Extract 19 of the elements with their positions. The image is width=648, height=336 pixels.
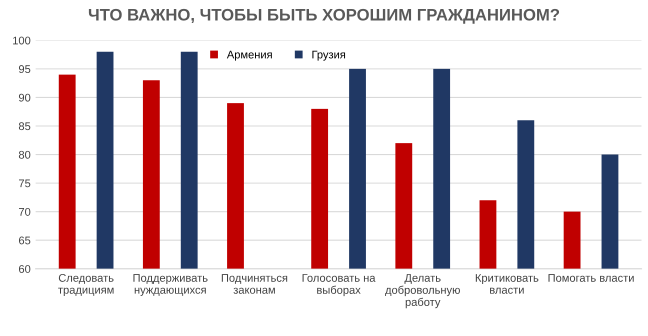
x-tick-label: Критиковать власти (476, 274, 538, 294)
y-tick-label: 90 (18, 94, 30, 102)
x-tick-label: Помогать власти (548, 274, 634, 282)
y-tick-label: 85 (18, 122, 30, 130)
x-tick-label: Голосовать на выборах (302, 274, 376, 296)
x-tick-label: Делать добровольную работу (385, 274, 460, 308)
x-tick-label: Поддерживать нуждающихся (133, 274, 208, 296)
chart-title: ЧТО ВАЖНО, ЧТОБЫ БЫТЬ ХОРОШИМ ГРАЖДАНИНОМ? (88, 8, 560, 24)
y-tick-label: 65 (18, 236, 30, 244)
y-tick-label: 100 (13, 36, 30, 44)
y-tick-label: 60 (18, 265, 30, 273)
legend-label: Грузия (312, 50, 346, 61)
y-tick-label: 75 (18, 180, 30, 188)
y-tick-label: 70 (18, 208, 30, 216)
y-tick-label: 95 (18, 65, 30, 74)
y-tick-label: 80 (18, 150, 30, 159)
x-tick-label: Следовать традициям (58, 274, 114, 296)
x-tick-label: Подчиняться законам (222, 274, 288, 294)
legend-label: Армения (226, 50, 272, 61)
